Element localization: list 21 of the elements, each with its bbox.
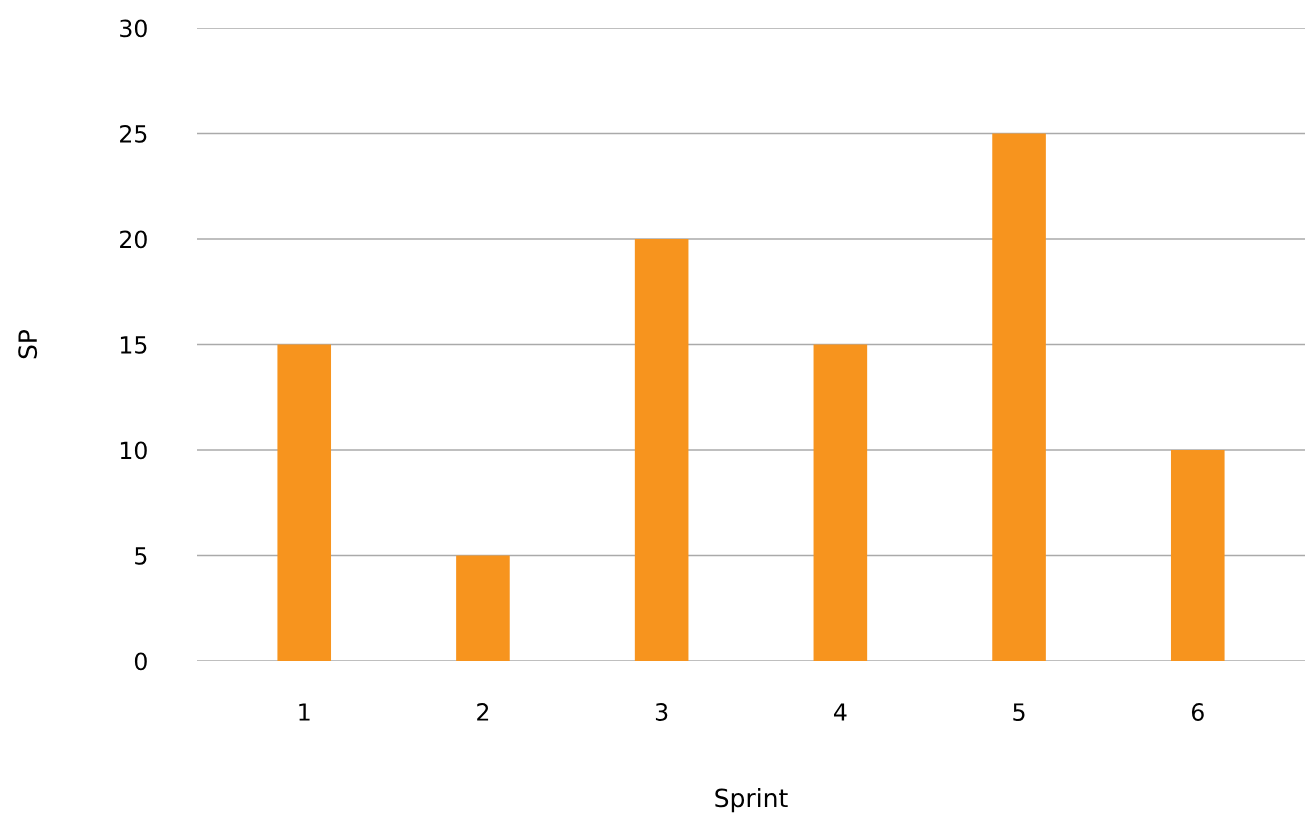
y-tick-label: 25 — [120, 124, 147, 143]
bar — [1170, 450, 1225, 661]
x-tick-label: 3 — [655, 703, 668, 721]
x-tick-label: 2 — [477, 703, 489, 721]
x-tick-label: 5 — [1013, 703, 1025, 721]
y-tick-label: 0 — [134, 652, 147, 671]
x-axis-title: Sprint — [715, 788, 788, 813]
bar — [277, 344, 332, 661]
y-tick-label: 15 — [120, 336, 147, 354]
bar — [456, 555, 510, 661]
x-tick-label: 6 — [1191, 703, 1204, 721]
bar — [992, 133, 1046, 661]
x-tick-label: 4 — [834, 703, 847, 721]
y-tick-label: 30 — [120, 19, 147, 38]
x-tick-label: 1 — [299, 703, 310, 721]
y-tick-label: 5 — [135, 547, 147, 565]
y-axis-title: SP — [18, 329, 38, 359]
y-tick-label: 10 — [120, 441, 147, 460]
y-tick-label: 20 — [120, 230, 147, 249]
bar — [813, 344, 868, 661]
bar — [634, 239, 689, 661]
